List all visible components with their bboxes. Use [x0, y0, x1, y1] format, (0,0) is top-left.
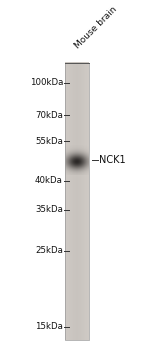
Text: 55kDa: 55kDa	[35, 137, 63, 146]
Text: Mouse brain: Mouse brain	[73, 5, 118, 50]
Text: 25kDa: 25kDa	[35, 246, 63, 255]
Text: 15kDa: 15kDa	[35, 322, 63, 331]
Text: 70kDa: 70kDa	[35, 111, 63, 120]
Bar	[65, 63, 89, 340]
Text: 35kDa: 35kDa	[35, 205, 63, 214]
Text: NCK1: NCK1	[99, 155, 126, 165]
Text: 100kDa: 100kDa	[29, 78, 63, 87]
Text: 40kDa: 40kDa	[35, 176, 63, 185]
